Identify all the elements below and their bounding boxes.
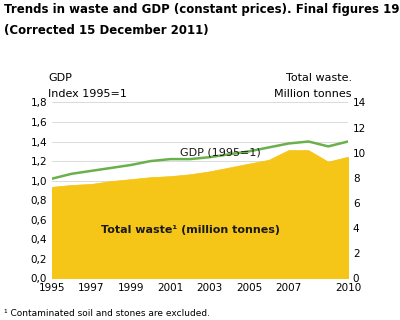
- Text: Trends in waste and GDP (constant prices). Final figures 1995-2010: Trends in waste and GDP (constant prices…: [4, 3, 400, 16]
- Text: (Corrected 15 December 2011): (Corrected 15 December 2011): [4, 24, 209, 37]
- Text: GDP: GDP: [48, 73, 72, 83]
- Text: Total waste¹ (million tonnes): Total waste¹ (million tonnes): [101, 225, 280, 235]
- Text: Total waste.: Total waste.: [286, 73, 352, 83]
- Text: GDP (1995=1): GDP (1995=1): [180, 147, 261, 157]
- Text: Index 1995=1: Index 1995=1: [48, 89, 127, 99]
- Text: ¹ Contaminated soil and stones are excluded.: ¹ Contaminated soil and stones are exclu…: [4, 309, 210, 318]
- Text: Million tonnes: Million tonnes: [274, 89, 352, 99]
